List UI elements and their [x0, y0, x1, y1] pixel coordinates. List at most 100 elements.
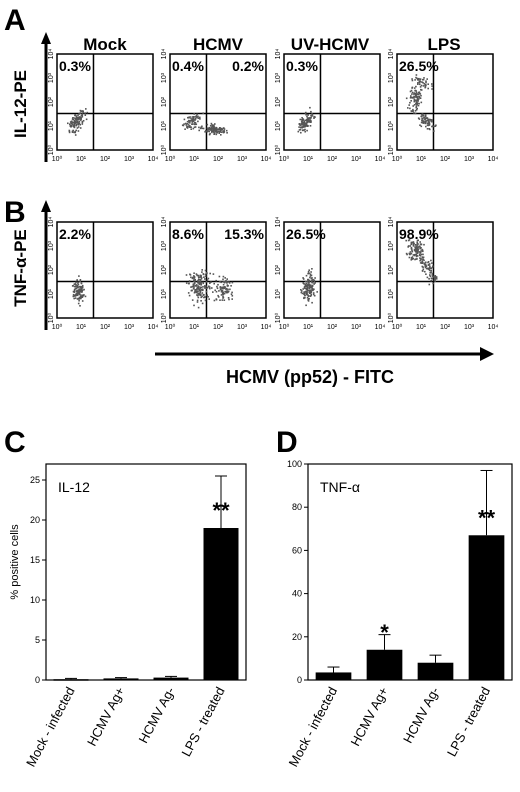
flow-event-dot — [231, 295, 234, 297]
flow-event-dot — [310, 114, 312, 117]
flow-event-dot — [302, 118, 305, 121]
flow-event-dot — [419, 78, 422, 80]
flow-event-dot — [423, 259, 425, 262]
flow-event-dot — [200, 275, 202, 278]
flow-event-dot — [79, 123, 81, 126]
flow-event-dot — [206, 294, 208, 296]
flow-y-tick-label: 10¹ — [161, 120, 168, 131]
flow-event-dot — [191, 121, 194, 123]
flow-event-dot — [208, 285, 210, 288]
flow-event-dot — [411, 87, 413, 89]
flow-event-dot — [425, 120, 427, 122]
flow-event-dot — [303, 294, 306, 296]
flow-event-dot — [414, 258, 416, 261]
flow-x-tick-label: 10¹ — [76, 156, 87, 163]
flow-event-dot — [417, 104, 420, 107]
flow-event-dot — [425, 267, 428, 270]
flow-plot-frame — [56, 53, 154, 151]
flow-event-dot — [77, 282, 79, 284]
flow-event-dot — [191, 116, 194, 118]
flow-y-tick-label: 10⁰ — [274, 145, 282, 156]
flow-event-dot — [410, 252, 413, 255]
flow-event-dot — [415, 258, 417, 260]
quadrant-percent-upper-left: 2.2% — [59, 226, 91, 242]
flow-event-dot — [418, 251, 421, 253]
flow-event-dot — [219, 299, 221, 301]
flow-event-dot — [225, 290, 227, 293]
flow-event-dot — [425, 81, 427, 84]
flow-event-dot — [411, 258, 413, 260]
flow-event-dot — [73, 285, 76, 288]
flow-event-dot — [79, 305, 81, 307]
flow-event-dot — [218, 132, 220, 134]
flow-event-dot — [192, 118, 194, 120]
flow-event-dot — [221, 287, 224, 290]
flow-event-dot — [418, 77, 420, 80]
flow-event-dot — [310, 290, 312, 293]
flow-event-dot — [196, 284, 198, 286]
flow-event-dot — [200, 278, 203, 280]
flow-event-dot — [193, 288, 195, 290]
flow-event-dot — [298, 126, 300, 128]
flow-event-dot — [79, 280, 81, 283]
row-a-ylabel: IL-12-PE — [11, 70, 30, 138]
flow-event-dot — [302, 121, 305, 124]
flow-event-dot — [81, 286, 83, 288]
flow-event-dot — [78, 116, 80, 119]
flow-event-dot — [223, 281, 226, 283]
flow-event-dot — [181, 124, 184, 126]
flow-event-dot — [225, 129, 228, 132]
flow-event-dot — [188, 280, 191, 282]
flow-event-dot — [305, 122, 308, 124]
flow-event-dot — [79, 285, 82, 288]
flow-event-dot — [307, 272, 309, 275]
flow-event-dot — [201, 125, 203, 128]
flow-event-dot — [193, 117, 195, 120]
flow-event-dot — [415, 101, 418, 103]
flow-event-dot — [75, 118, 77, 120]
flow-event-dot — [216, 128, 218, 131]
flow-event-dot — [78, 117, 81, 120]
flow-event-dot — [308, 295, 310, 297]
flow-event-dot — [198, 278, 200, 281]
flow-event-dot — [301, 122, 304, 124]
flow-event-dot — [428, 278, 430, 280]
flow-event-dot — [208, 298, 210, 300]
flow-event-dot — [70, 122, 73, 125]
flow-event-dot — [220, 294, 223, 296]
flow-event-dot — [313, 115, 315, 118]
flow-event-dot — [418, 93, 421, 95]
flow-event-dot — [79, 279, 82, 281]
flow-event-dot — [420, 84, 423, 87]
flow-event-dot — [78, 120, 81, 123]
flow-event-dot — [303, 124, 306, 126]
flow-event-dot — [198, 129, 200, 132]
flow-event-dot — [197, 117, 199, 119]
flow-event-dot — [425, 125, 427, 128]
flow-event-dot — [70, 125, 73, 127]
flow-event-dot — [415, 74, 418, 76]
flow-event-dot — [194, 284, 197, 287]
flow-event-dot — [413, 100, 416, 102]
chart-c-ylabel: % positive cells — [9, 524, 21, 600]
flow-event-dot — [221, 286, 223, 289]
flow-event-dot — [192, 284, 195, 286]
flow-event-dot — [79, 109, 82, 112]
flow-event-dot — [426, 117, 429, 119]
flow-y-tick-label: 10³ — [161, 240, 168, 251]
flow-event-dot — [186, 120, 189, 123]
flow-y-tick-label: 10⁴ — [161, 49, 168, 60]
flow-event-dot — [199, 289, 201, 291]
flow-event-dot — [415, 106, 417, 109]
flow-event-dot — [75, 283, 77, 286]
flow-event-dot — [410, 96, 412, 99]
flow-event-dot — [308, 269, 310, 271]
flow-event-dot — [193, 121, 196, 124]
flow-event-dot — [434, 275, 437, 277]
flow-event-dot — [221, 299, 224, 301]
flow-event-dot — [186, 125, 188, 128]
flow-event-dot — [421, 81, 423, 83]
flow-event-dot — [435, 124, 437, 127]
flow-event-dot — [414, 79, 416, 81]
flow-event-dot — [83, 288, 85, 291]
